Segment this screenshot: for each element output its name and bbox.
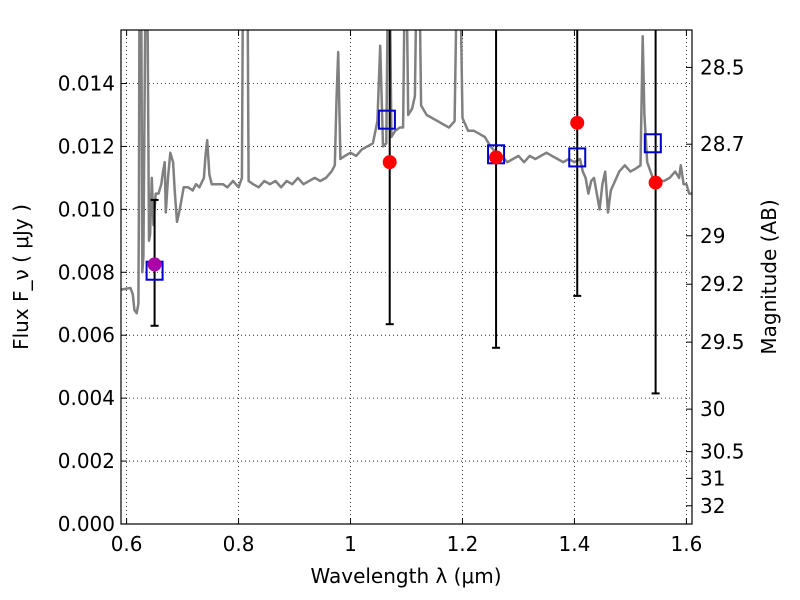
plot-background xyxy=(121,30,692,524)
y-right-tick-label: 29 xyxy=(700,224,725,248)
y-right-tick-label: 30 xyxy=(700,397,725,421)
x-axis-label: Wavelength λ (μm) xyxy=(310,564,501,588)
x-tick-label: 1 xyxy=(344,532,357,556)
y-axis-right-label: Magnitude (AB) xyxy=(757,199,781,354)
y-right-tick-label: 30.5 xyxy=(700,440,745,464)
observed-photometry-point xyxy=(489,150,504,165)
x-tick-label: 1.2 xyxy=(447,532,479,556)
observed-photometry-point xyxy=(570,115,585,130)
y-axis-label: Flux F_ν ( μJy ) xyxy=(9,204,33,350)
x-tick-label: 1.4 xyxy=(559,532,591,556)
y-right-tick-label: 32 xyxy=(700,494,725,518)
plot-frame xyxy=(120,29,693,525)
observed-photometry-point xyxy=(382,155,397,170)
y-tick-label: 0.014 xyxy=(58,71,115,95)
y-tick-label: 0.010 xyxy=(58,197,115,221)
y-right-tick-label: 29.5 xyxy=(700,330,745,354)
model-spectrum-line xyxy=(121,30,692,315)
data-layer xyxy=(121,30,692,315)
model-photometry-point xyxy=(377,109,396,130)
y-tick-label: 0.002 xyxy=(58,449,115,473)
y-right-tick-label: 31 xyxy=(700,466,725,490)
y-right-tick-label: 28.5 xyxy=(700,55,745,79)
x-tick-label: 0.6 xyxy=(111,532,143,556)
axes: 0.6 0.8 1 1.2 1.4 1.6 0.000 0.002 0.004 0.006 0.00… xyxy=(58,30,745,556)
error-bars xyxy=(145,30,663,395)
observed-photometry-point xyxy=(147,257,162,272)
x-tick-label: 1.6 xyxy=(670,532,702,556)
y-tick-label: 0.006 xyxy=(58,323,115,347)
y-right-tick-label: 29.2 xyxy=(700,272,745,296)
y-tick-label: 0.012 xyxy=(58,134,115,158)
model-photometry-point xyxy=(568,147,587,168)
y-right-tick-label: 28.7 xyxy=(700,132,745,156)
y-tick-label: 0.004 xyxy=(58,386,115,410)
x-tick-label: 0.8 xyxy=(223,532,255,556)
y-tick-label: 0.000 xyxy=(58,512,115,536)
y-tick-label: 0.008 xyxy=(58,260,115,284)
observed-photometry-point xyxy=(648,175,663,190)
model-photometry-point xyxy=(643,133,662,154)
